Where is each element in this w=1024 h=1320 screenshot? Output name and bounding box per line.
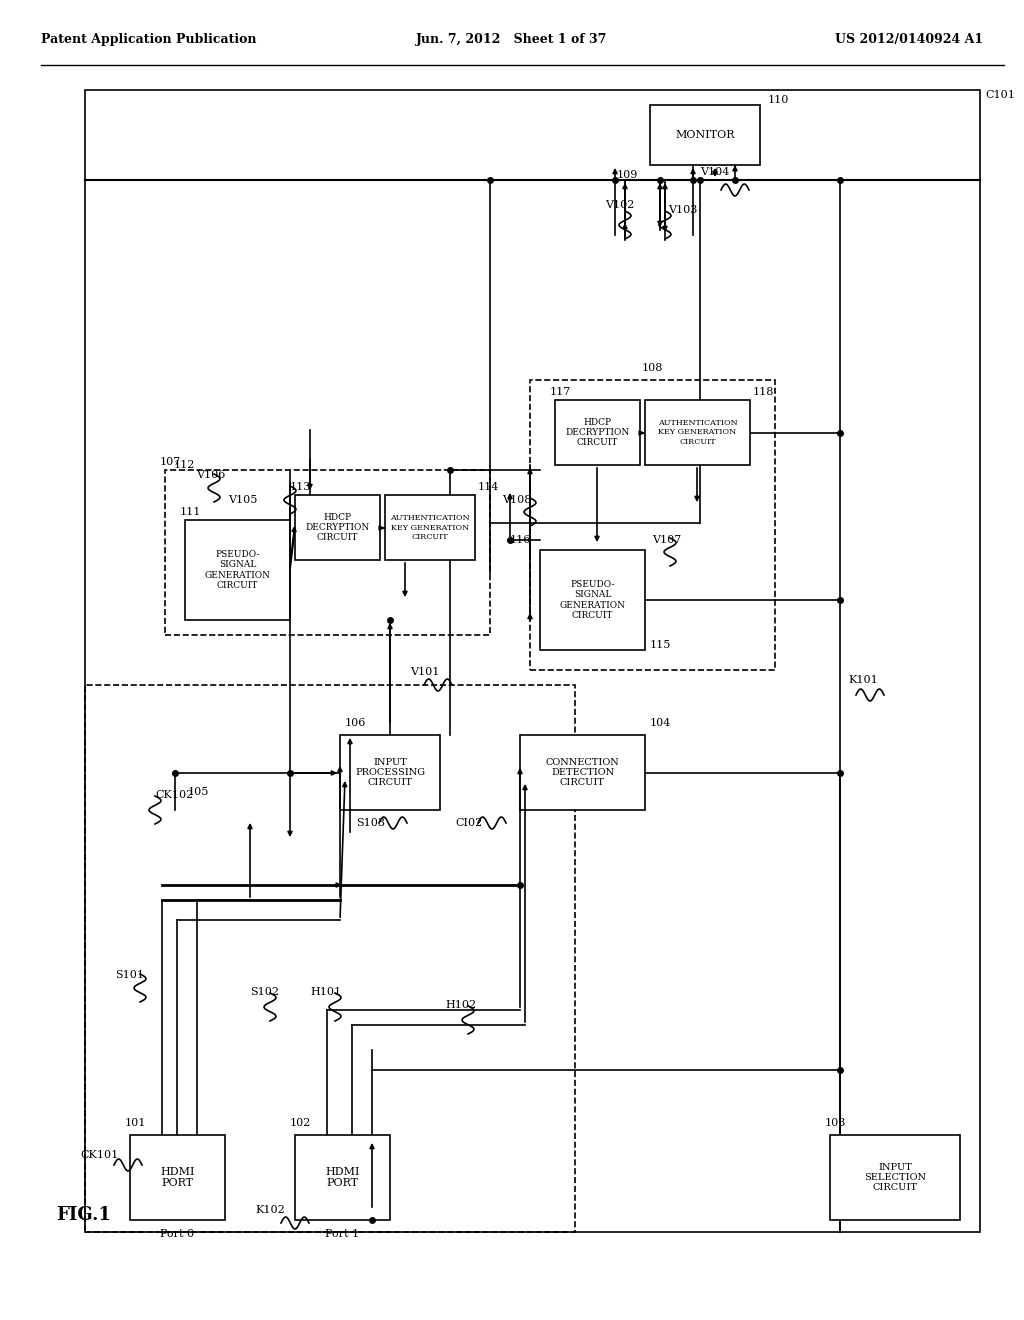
Text: 114: 114 (478, 482, 500, 492)
Text: 113: 113 (290, 482, 311, 492)
Bar (340, 735, 440, 810)
Text: PSEUDO-
SIGNAL
GENERATION
CIRCUIT: PSEUDO- SIGNAL GENERATION CIRCUIT (559, 579, 626, 620)
Bar (165, 470, 490, 635)
Text: CI02: CI02 (455, 818, 482, 828)
Text: S101: S101 (115, 970, 144, 979)
Text: 117: 117 (550, 387, 571, 397)
Text: V101: V101 (410, 667, 439, 677)
Bar (85, 685, 575, 1232)
Text: AUTHENTICATION
KEY GENERATION
CIRCUIT: AUTHENTICATION KEY GENERATION CIRCUIT (390, 515, 470, 541)
Text: K101: K101 (848, 675, 878, 685)
Text: S102: S102 (250, 987, 279, 997)
Bar (295, 495, 380, 560)
Bar (530, 380, 775, 671)
Text: HDCP
DECRYPTION
CIRCUIT: HDCP DECRYPTION CIRCUIT (565, 417, 630, 447)
Text: CONNECTION
DETECTION
CIRCUIT: CONNECTION DETECTION CIRCUIT (546, 758, 620, 788)
Text: V104: V104 (700, 168, 729, 177)
Text: MONITOR: MONITOR (675, 129, 735, 140)
Bar (185, 520, 290, 620)
Text: 109: 109 (617, 170, 638, 180)
Text: V108: V108 (502, 495, 531, 506)
Text: V106: V106 (196, 470, 225, 480)
Text: INPUT
PROCESSING
CIRCUIT: INPUT PROCESSING CIRCUIT (355, 758, 425, 788)
Text: HDMI
PORT: HDMI PORT (160, 1167, 195, 1188)
Text: 105: 105 (188, 787, 209, 797)
Text: HDCP
DECRYPTION
CIRCUIT: HDCP DECRYPTION CIRCUIT (305, 512, 370, 543)
Text: HDMI
PORT: HDMI PORT (326, 1167, 359, 1188)
Bar (295, 1135, 390, 1220)
Bar (830, 1135, 961, 1220)
Text: V107: V107 (652, 535, 681, 545)
Text: 112: 112 (174, 459, 196, 470)
Bar (385, 495, 475, 560)
Text: C101: C101 (985, 90, 1015, 100)
Text: 104: 104 (650, 718, 672, 729)
Text: Port 0: Port 0 (161, 1229, 195, 1239)
Text: 108: 108 (642, 363, 664, 374)
Text: 107: 107 (160, 457, 181, 467)
Text: V105: V105 (228, 495, 257, 506)
Text: CK101: CK101 (80, 1150, 118, 1160)
Text: 111: 111 (180, 507, 202, 517)
Text: 110: 110 (768, 95, 790, 106)
Text: K102: K102 (255, 1205, 285, 1214)
Text: 116: 116 (510, 535, 531, 545)
Text: V103: V103 (668, 205, 697, 215)
Text: FIG.1: FIG.1 (56, 1205, 112, 1224)
Text: H102: H102 (445, 1001, 476, 1010)
Text: Jun. 7, 2012   Sheet 1 of 37: Jun. 7, 2012 Sheet 1 of 37 (417, 33, 607, 46)
Text: Patent Application Publication: Patent Application Publication (41, 33, 256, 46)
Bar (645, 400, 750, 465)
Bar (130, 1135, 225, 1220)
Text: 102: 102 (290, 1118, 311, 1129)
Text: 101: 101 (125, 1118, 146, 1129)
Bar (650, 106, 760, 165)
Text: PSEUDO-
SIGNAL
GENERATION
CIRCUIT: PSEUDO- SIGNAL GENERATION CIRCUIT (205, 550, 270, 590)
Text: AUTHENTICATION
KEY GENERATION
CIRCUIT: AUTHENTICATION KEY GENERATION CIRCUIT (657, 420, 737, 446)
Text: Port 1: Port 1 (326, 1229, 359, 1239)
Text: H101: H101 (310, 987, 341, 997)
Text: V102: V102 (605, 201, 635, 210)
Text: INPUT
SELECTION
CIRCUIT: INPUT SELECTION CIRCUIT (864, 1163, 926, 1192)
Text: 118: 118 (753, 387, 774, 397)
Text: 103: 103 (825, 1118, 847, 1129)
Text: S103: S103 (356, 818, 385, 828)
Text: US 2012/0140924 A1: US 2012/0140924 A1 (835, 33, 983, 46)
Bar (520, 735, 645, 810)
Text: 106: 106 (345, 718, 367, 729)
Bar (85, 90, 980, 1232)
Bar (555, 400, 640, 465)
Text: 115: 115 (650, 640, 672, 649)
Text: CK102: CK102 (155, 789, 194, 800)
Bar (540, 550, 645, 649)
